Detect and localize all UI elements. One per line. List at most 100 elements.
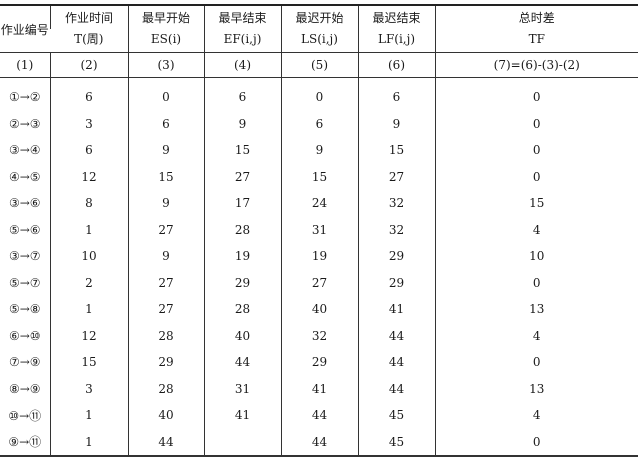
cell-tf: 0 [434, 349, 638, 376]
cell-duration: 12 [49, 163, 128, 190]
cell-activity: ①→② [8, 90, 41, 105]
cell-es: 15 [127, 163, 204, 190]
cell-tf: 0 [434, 77, 638, 111]
cell-lf: 45 [357, 402, 435, 429]
cell-es: 27 [127, 216, 204, 243]
cell-activity: ⑧→⑨ [8, 381, 41, 396]
header-es-symbol: ES(i) [127, 29, 204, 53]
cell-duration: 1 [49, 428, 128, 457]
cell-lf: 44 [357, 375, 435, 402]
cell-ef: 41 [203, 402, 281, 429]
cell-es: 0 [127, 77, 204, 111]
cell-ls: 27 [280, 269, 358, 296]
cell-lf: 44 [357, 322, 435, 349]
cell-ls: 44 [280, 428, 358, 457]
index-cell: (7)=(6)-(3)-(2) [434, 52, 638, 78]
cell-lf: 15 [357, 137, 435, 164]
cell-ls: 44 [280, 402, 358, 429]
cell-ef: 40 [203, 322, 281, 349]
index-cell: (2) [49, 52, 128, 78]
cell-tf: 13 [434, 296, 638, 323]
cell-lf: 6 [357, 77, 435, 111]
cell-ef: 19 [203, 243, 281, 270]
cell-tf: 15 [434, 190, 638, 217]
cell-lf: 32 [357, 190, 435, 217]
cell-ef: 31 [203, 375, 281, 402]
index-cell: (3) [127, 52, 204, 78]
cell-activity: ④→⑤ [8, 169, 41, 184]
cell-ef: 6 [203, 77, 281, 111]
header-duration-symbol: T(周) [74, 32, 104, 46]
cell-tf: 0 [434, 163, 638, 190]
table-row: ①→② 6 0 6 0 6 0 [0, 77, 638, 111]
table-row: ⑤→⑦ 2 27 29 27 29 0 [0, 269, 638, 296]
cell-es: 28 [127, 375, 204, 402]
cell-ls: 19 [280, 243, 358, 270]
header-es: 最早开始 [127, 4, 204, 29]
cell-es: 29 [127, 349, 204, 376]
cell-duration: 10 [49, 243, 128, 270]
cell-ef: 27 [203, 163, 281, 190]
cell-tf: 0 [434, 428, 638, 457]
cell-tf: 0 [434, 110, 638, 137]
cell-ls: 40 [280, 296, 358, 323]
cell-ls: 29 [280, 349, 358, 376]
cell-es: 40 [127, 402, 204, 429]
cell-duration: 1 [49, 402, 128, 429]
header-ls-symbol: LS(i,j) [280, 29, 358, 53]
cell-activity: ⑤→⑥ [8, 222, 41, 237]
cell-lf: 45 [357, 428, 435, 457]
cell-lf: 44 [357, 349, 435, 376]
header-duration: 作业时间 [49, 4, 128, 29]
cell-es: 9 [127, 137, 204, 164]
cell-duration: 6 [49, 77, 128, 111]
cell-lf: 27 [357, 163, 435, 190]
header-lf: 最迟结束 [357, 4, 435, 29]
cell-activity: ②→③ [8, 116, 41, 131]
index-cell: (1) [0, 52, 50, 78]
cell-duration: 3 [49, 110, 128, 137]
cell-activity: ⑩→⑪ [8, 408, 42, 423]
table-row: ③→④ 6 9 15 9 15 0 [0, 137, 638, 164]
table-row: ④→⑤ 12 15 27 15 27 0 [0, 163, 638, 190]
cell-activity: ③→⑦ [8, 249, 41, 264]
cell-activity: ⑤→⑧ [8, 302, 41, 317]
header-lf-symbol: LF(i,j) [357, 29, 435, 53]
cell-ls: 15 [280, 163, 358, 190]
cell-ls: 0 [280, 77, 358, 111]
table-row: ⑦→⑨ 15 29 44 29 44 0 [0, 349, 638, 376]
cell-duration: 15 [49, 349, 128, 376]
cell-lf: 29 [357, 243, 435, 270]
cell-es: 27 [127, 269, 204, 296]
cell-ls: 24 [280, 190, 358, 217]
cell-es: 44 [127, 428, 204, 457]
cell-duration: 1 [49, 216, 128, 243]
table-row: ②→③ 3 6 9 6 9 0 [0, 110, 638, 137]
cell-duration: 3 [49, 375, 128, 402]
column-index-row: (1) (2) (3) (4) (5) (6) (7)=(6)-(3)-(2) [0, 52, 638, 78]
cell-tf: 0 [434, 137, 638, 164]
table-row: ⑨→⑪ 1 44 44 45 0 [0, 428, 638, 457]
table-row: ⑩→⑪ 1 40 41 44 45 4 [0, 402, 638, 429]
cell-tf: 4 [434, 216, 638, 243]
index-cell: (6) [357, 52, 435, 78]
table-row: ⑧→⑨ 3 28 31 41 44 13 [0, 375, 638, 402]
table-row: ③→⑦ 10 9 19 19 29 10 [0, 243, 638, 270]
cell-tf: 13 [434, 375, 638, 402]
schedule-table: 作业编号 作业时间 最早开始 最早结束 最迟开始 最迟结束 总时差 T(周) E… [0, 4, 638, 457]
cell-ls: 41 [280, 375, 358, 402]
header-ef: 最早结束 [203, 4, 281, 29]
cell-duration: 8 [49, 190, 128, 217]
cell-ef: 9 [203, 110, 281, 137]
table-row: ⑤→⑥ 1 27 28 31 32 4 [0, 216, 638, 243]
cell-duration: 6 [49, 137, 128, 164]
cell-lf: 32 [357, 216, 435, 243]
cell-ef: 28 [203, 216, 281, 243]
header-tf: 总时差 [434, 4, 638, 29]
cell-activity: ⑤→⑦ [8, 275, 41, 290]
cell-ef [203, 428, 281, 457]
table-row: ⑥→⑩ 12 28 40 32 44 4 [0, 322, 638, 349]
cell-activity: ⑨→⑪ [0, 428, 50, 457]
header-ls: 最迟开始 [280, 4, 358, 29]
cell-lf: 9 [357, 110, 435, 137]
